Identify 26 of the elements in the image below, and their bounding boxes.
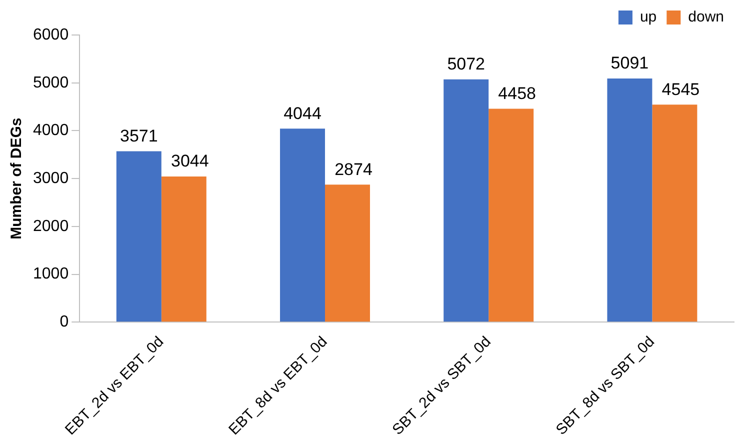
data-label: 4545 [662, 80, 700, 99]
y-tick-label: 0 [60, 314, 69, 331]
legend-label: down [688, 8, 724, 26]
legend-label: up [640, 8, 657, 26]
y-tick-label: 5000 [33, 74, 69, 92]
bar [488, 108, 534, 322]
bar [652, 104, 698, 322]
data-label: 4044 [284, 104, 322, 123]
data-label: 5072 [447, 54, 486, 74]
bar [324, 184, 370, 322]
bar [444, 79, 489, 322]
y-tick-label: 4000 [33, 122, 69, 140]
y-tick-label: 3000 [33, 170, 69, 187]
data-label: 3044 [170, 152, 209, 171]
y-tick-label: 2000 [33, 218, 69, 235]
bar [607, 78, 652, 322]
bar [161, 176, 206, 322]
data-label: 2874 [334, 160, 372, 179]
data-label: 4458 [498, 84, 536, 103]
bar [280, 128, 325, 322]
bar [116, 151, 162, 322]
y-tick-label: 6000 [33, 26, 69, 44]
y-axis-title: Mumber of DEGs [8, 118, 26, 240]
data-label: 3571 [120, 126, 158, 146]
data-label: 5091 [610, 54, 649, 73]
y-tick-label: 1000 [33, 266, 69, 283]
